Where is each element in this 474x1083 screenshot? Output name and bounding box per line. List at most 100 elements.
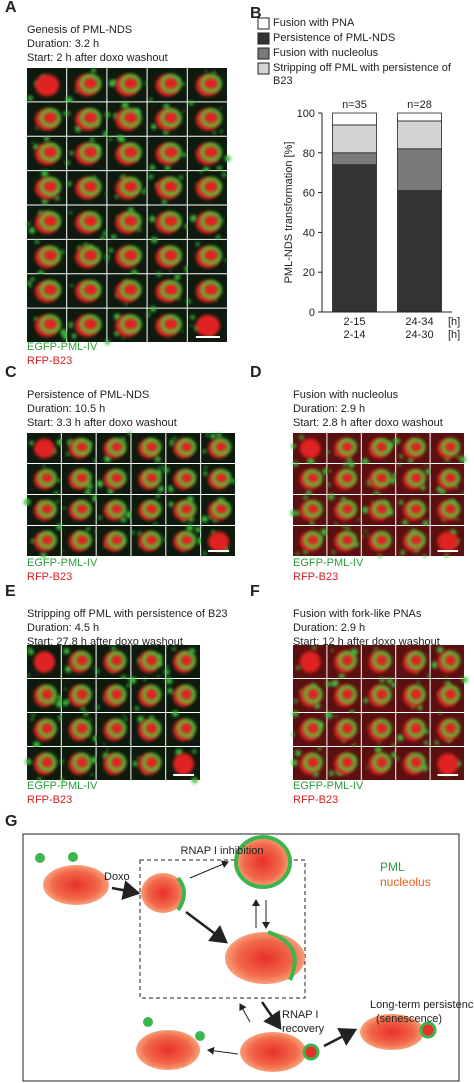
green-signal xyxy=(406,469,426,487)
green-signal xyxy=(107,752,127,772)
green-speck xyxy=(70,284,73,287)
green-speck xyxy=(33,741,41,749)
green-speck xyxy=(188,100,194,106)
green-speck xyxy=(124,302,128,306)
legend-label: Fusion with nucleolus xyxy=(273,47,379,59)
green-signal xyxy=(372,531,392,549)
micrograph-tile xyxy=(166,524,205,556)
green-signal xyxy=(303,500,323,518)
green-speck xyxy=(132,760,139,767)
green-signal xyxy=(142,500,162,518)
micrograph-tile xyxy=(187,170,227,205)
green-signal xyxy=(72,500,92,518)
red-signal xyxy=(35,74,60,97)
x-unit-label: [h] xyxy=(448,316,460,328)
legend-swatch xyxy=(257,62,270,75)
green-speck xyxy=(27,95,33,101)
micrograph-tile xyxy=(361,495,396,525)
green-speck xyxy=(386,678,393,684)
panel-caption: Duration: 4.5 h xyxy=(27,622,99,634)
micrograph-tile xyxy=(131,493,166,526)
green-speck xyxy=(124,717,128,721)
green-speck xyxy=(201,515,208,523)
green-speck xyxy=(334,522,338,526)
green-speck xyxy=(327,483,331,487)
green-speck xyxy=(191,777,198,784)
micrograph-tile xyxy=(96,713,132,746)
pml-cap xyxy=(267,930,297,981)
green-speck xyxy=(117,135,123,141)
micrograph-tile xyxy=(27,308,70,342)
green-signal xyxy=(200,73,222,94)
green-speck xyxy=(35,126,38,130)
green-speck xyxy=(149,215,156,222)
green-speck xyxy=(67,181,72,186)
green-speck xyxy=(164,165,171,171)
micrograph-tile xyxy=(396,526,430,558)
green-speck xyxy=(402,519,409,526)
green-speck xyxy=(455,517,459,521)
green-speck xyxy=(327,493,335,501)
green-speck xyxy=(61,549,64,552)
green-signal xyxy=(142,531,162,549)
green-speck xyxy=(154,456,161,462)
bar-segment xyxy=(332,112,377,126)
nucleolus xyxy=(240,1032,306,1072)
green-signal xyxy=(200,108,222,128)
green-signal xyxy=(37,684,57,704)
micrograph-tile xyxy=(27,464,61,496)
green-speck xyxy=(294,699,298,703)
green-speck xyxy=(296,552,300,556)
green-signal xyxy=(160,73,182,94)
green-speck xyxy=(106,259,109,263)
green-speck xyxy=(173,436,177,440)
green-signal xyxy=(337,469,357,487)
green-speck xyxy=(204,466,207,470)
green-speck xyxy=(456,455,460,459)
green-signal xyxy=(79,245,102,265)
micrograph-tile xyxy=(131,747,166,780)
micrograph-tile xyxy=(67,274,107,308)
green-speck xyxy=(291,732,295,737)
red-signal xyxy=(33,651,55,673)
micrograph-tile xyxy=(361,645,396,678)
green-speck xyxy=(42,198,48,205)
green-speck xyxy=(44,137,49,141)
micrograph-tile xyxy=(430,433,466,465)
green-signal xyxy=(39,245,62,265)
green-speck xyxy=(416,681,420,684)
green-speck xyxy=(459,456,466,463)
green-signal xyxy=(119,211,142,231)
micrograph-tile xyxy=(27,274,67,308)
green-speck xyxy=(224,258,228,262)
panel-caption: Duration: 2.9 h xyxy=(293,403,365,415)
micrograph-tile xyxy=(27,102,68,136)
green-speck xyxy=(114,194,119,199)
green-speck xyxy=(331,679,339,687)
green-speck xyxy=(129,676,137,684)
recovery-label: recovery xyxy=(282,1023,325,1035)
green-speck xyxy=(391,751,398,758)
micrograph-tile xyxy=(361,713,396,748)
y-tick-label: 40 xyxy=(303,227,315,239)
green-speck xyxy=(400,550,405,555)
bar-segment xyxy=(332,124,377,154)
green-signal xyxy=(37,718,57,738)
green-speck xyxy=(94,530,98,533)
green-signal xyxy=(39,211,62,231)
green-signal xyxy=(160,211,182,231)
micrograph-tile xyxy=(107,274,147,308)
green-speck xyxy=(25,758,32,765)
green-signal xyxy=(72,531,92,549)
red-signal xyxy=(208,531,230,552)
green-speck xyxy=(428,508,431,511)
doxo-label: Doxo xyxy=(104,871,130,883)
box-title: RNAP I inhibition xyxy=(181,845,264,857)
green-speck xyxy=(374,491,379,496)
channel-label: RFP-B23 xyxy=(27,794,72,806)
green-speck xyxy=(163,467,169,473)
green-speck xyxy=(176,274,181,279)
green-speck xyxy=(397,734,404,741)
micrograph-tile xyxy=(187,239,228,274)
green-speck xyxy=(454,485,458,489)
